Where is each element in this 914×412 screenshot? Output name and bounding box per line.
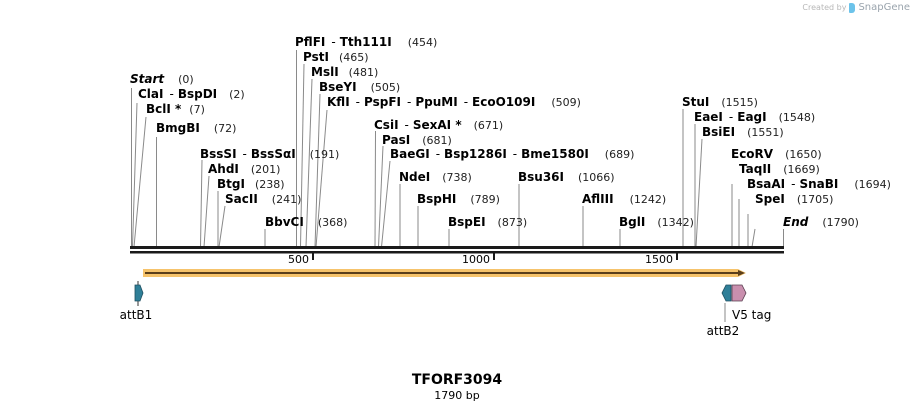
cut-site-lines — [131, 50, 784, 248]
enzyme-sacii[interactable]: SacII (241) — [225, 192, 301, 206]
v5-tag-label: V5 tag — [732, 308, 771, 322]
enzyme-bspei[interactable]: BspEI (873) — [448, 215, 527, 229]
tick-1500 — [676, 253, 678, 260]
enzyme-taqii[interactable]: TaqII (1669) — [739, 162, 820, 176]
enzyme-clai-bspdi[interactable]: ClaI - BspDI (2) — [138, 87, 245, 101]
enzyme-kfli-group[interactable]: KflI - PspFI - PpuMI - EcoO109I (509) — [327, 95, 581, 109]
backbone-bottom — [130, 251, 784, 254]
enzyme-start[interactable]: Start (0) — [130, 72, 194, 86]
enzyme-ndei[interactable]: NdeI (738) — [399, 170, 472, 184]
tick-1000 — [493, 253, 495, 260]
enzyme-bsiei[interactable]: BsiEI (1551) — [702, 125, 784, 139]
sequence-title: TFORF3094 — [411, 372, 503, 388]
attb2-feature[interactable]: attB2 — [707, 284, 740, 338]
tick-label-1500: 1500 — [645, 253, 673, 266]
enzyme-bsu36i[interactable]: Bsu36I (1066) — [518, 170, 615, 184]
ruler: 500 1000 1500 — [288, 253, 678, 266]
enzyme-afliii[interactable]: AflIII (1242) — [582, 192, 666, 206]
enzyme-bcli[interactable]: BclI * (7) — [146, 102, 205, 116]
enzyme-ahdi[interactable]: AhdI (201) — [208, 162, 280, 176]
tick-label-1000: 1000 — [462, 253, 490, 266]
enzyme-bgli[interactable]: BglI (1342) — [619, 215, 694, 229]
attb1-label: attB1 — [120, 308, 153, 322]
enzyme-stui[interactable]: StuI (1515) — [682, 95, 758, 109]
attb1-feature[interactable]: attB1 — [120, 281, 153, 322]
enzyme-bsphi[interactable]: BspHI (789) — [417, 192, 500, 206]
snapgene-credit: Created by SnapGene — [802, 2, 910, 13]
enzyme-pflfi-tth111i[interactable]: PflFI - Tth111I (454) — [295, 35, 437, 49]
enzyme-csii-sexai[interactable]: CsiI - SexAI * (671) — [374, 118, 503, 132]
enzyme-bsaai-snabi[interactable]: BsaAI - SnaBI (1694) — [747, 177, 891, 191]
enzyme-psti[interactable]: PstI (465) — [303, 50, 369, 64]
enzyme-spei[interactable]: SpeI (1705) — [755, 192, 833, 206]
credit-brand: SnapGene — [858, 2, 910, 13]
enzyme-labels: Start (0) ClaI - BspDI (2) BclI * (7) BmgBI (7… — [130, 35, 891, 229]
orf-arrow[interactable] — [143, 269, 746, 277]
v5-tag-feature[interactable]: V5 tag — [731, 284, 771, 322]
enzyme-bseyi[interactable]: BseYI (505) — [319, 80, 400, 94]
enzyme-end[interactable]: End (1790) — [783, 215, 859, 229]
enzyme-ecorv[interactable]: EcoRV (1650) — [731, 147, 822, 161]
enzyme-eaei-eagi[interactable]: EaeI - EagI (1548) — [694, 110, 815, 124]
enzyme-bbvci[interactable]: BbvCI (368) — [265, 215, 347, 229]
tick-500 — [312, 253, 314, 260]
enzyme-bsssi-bsssai[interactable]: BssSI - BssSαI (191) — [200, 147, 339, 161]
attb2-label: attB2 — [707, 324, 740, 338]
enzyme-baegi-group[interactable]: BaeGI - Bsp1286I - Bme1580I (689) — [390, 147, 634, 161]
backbone-top — [130, 246, 784, 249]
tick-label-500: 500 — [288, 253, 309, 266]
credit-prefix: Created by — [802, 3, 847, 12]
enzyme-msli[interactable]: MslI (481) — [311, 65, 378, 79]
sequence-length: 1790 bp — [434, 389, 480, 402]
enzyme-bmgbi[interactable]: BmgBI (72) — [156, 121, 236, 135]
enzyme-pasi[interactable]: PasI (681) — [382, 133, 452, 147]
snapgene-logo-icon — [849, 2, 856, 13]
enzyme-btgi[interactable]: BtgI (238) — [217, 177, 285, 191]
